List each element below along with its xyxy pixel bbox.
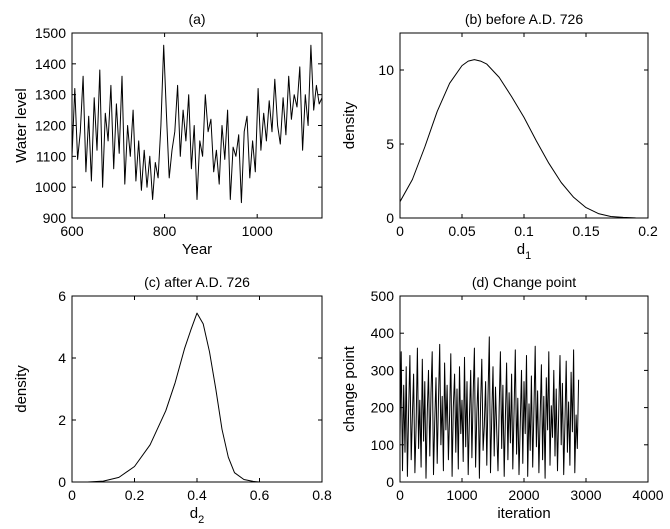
y-axis-label: Water level (13, 88, 30, 162)
y-tick-label: 0 (386, 474, 394, 490)
x-tick-label: 0.1 (514, 223, 534, 239)
chart-title: (a) (188, 11, 205, 27)
chart-title: (d) Change point (472, 274, 576, 290)
x-axis-label: Year (182, 241, 212, 258)
y-tick-label: 1400 (35, 56, 66, 72)
x-tick-label: 0.2 (638, 223, 658, 239)
y-tick-label: 0 (58, 474, 66, 490)
x-tick-label: 0 (68, 487, 76, 503)
x-tick-label: 0 (396, 223, 404, 239)
x-axis-label: d2 (190, 505, 204, 526)
series-line-0 (87, 312, 260, 482)
x-tick-label: 1000 (446, 487, 477, 503)
panel-b: 0 0.05 0.1 0.15 0.2 0 5 10 (b) before A.D. 726 d1… (341, 11, 658, 262)
y-axis-label: density (13, 365, 30, 413)
x-axis-label: d1 (517, 241, 531, 262)
x-tick-label: 0.8 (312, 487, 332, 503)
x-axis-label-main: d (517, 241, 525, 258)
chart-title: (c) after A.D. 726 (144, 274, 250, 290)
x-tick-label: 0.6 (250, 487, 270, 503)
chart-title: (b) before A.D. 726 (465, 11, 584, 27)
x-tick-label: 600 (60, 223, 84, 239)
x-axis-label-subscript: 2 (198, 514, 204, 526)
x-tick-label: 3000 (570, 487, 601, 503)
series-line-0 (72, 44, 322, 204)
y-tick-label: 10 (378, 62, 394, 78)
x-axis-label-subscript: 1 (525, 250, 531, 262)
x-tick-label: 0.05 (448, 223, 475, 239)
y-tick-label: 100 (371, 437, 395, 453)
y-tick-label: 300 (371, 362, 395, 378)
y-tick-label: 1200 (35, 118, 66, 134)
y-axis-label: change point (341, 345, 358, 432)
y-tick-label: 1500 (35, 25, 66, 41)
x-tick-label: 1000 (242, 223, 273, 239)
x-tick-label: 2000 (508, 487, 539, 503)
x-tick-label: 0.2 (125, 487, 145, 503)
x-axis-label-main: Year (182, 241, 212, 258)
x-tick-label: 0.4 (187, 487, 207, 503)
y-tick-label: 4 (58, 350, 66, 366)
plot-frame (71, 295, 323, 483)
series-line-0 (400, 336, 580, 479)
series-line-0 (400, 59, 648, 218)
y-tick-label: 400 (371, 325, 395, 341)
y-tick-label: 1100 (36, 148, 66, 164)
y-tick-label: 1000 (35, 179, 66, 195)
y-tick-label: 500 (371, 288, 395, 304)
x-tick-label: 0.15 (572, 223, 599, 239)
x-tick-label: 4000 (632, 487, 663, 503)
panel-d: 0 1000 2000 3000 4000 0 100 200 300 400 500 (d) Cha… (341, 274, 664, 522)
y-tick-label: 5 (386, 136, 394, 152)
x-tick-label: 800 (153, 223, 177, 239)
y-tick-label: 0 (386, 210, 394, 226)
x-tick-label: 0 (396, 487, 404, 503)
x-axis-label-main: d (190, 505, 198, 522)
y-tick-label: 2 (58, 412, 66, 428)
plot-frame (399, 32, 649, 219)
x-axis-label: iteration (497, 505, 550, 522)
panel-a: 600 800 1000 900 1000 1100 1200 1300 1400 1500 (a)… (13, 11, 323, 258)
y-tick-label: 1300 (35, 87, 66, 103)
y-tick-label: 200 (371, 400, 395, 416)
y-axis-label: density (341, 101, 358, 149)
y-tick-label: 6 (58, 288, 66, 304)
x-axis-label-main: iteration (497, 505, 550, 522)
y-tick-label: 900 (43, 210, 67, 226)
